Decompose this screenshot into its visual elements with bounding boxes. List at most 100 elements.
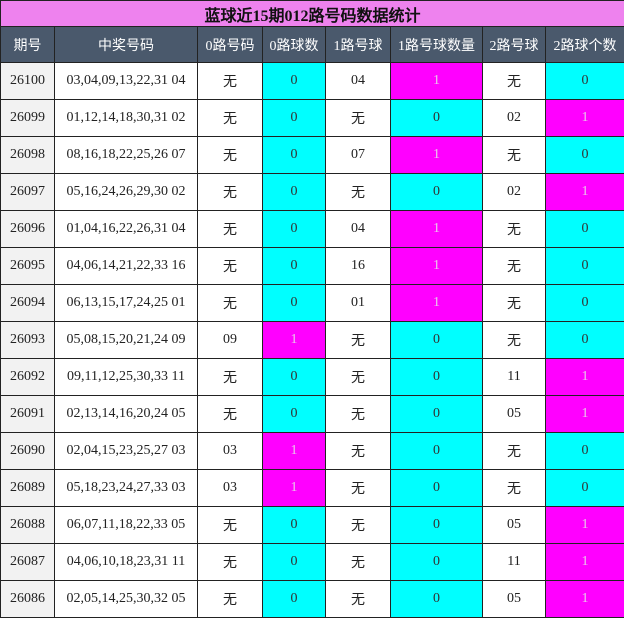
- table-cell: 05: [483, 396, 546, 433]
- table-cell: 1: [391, 63, 483, 100]
- table-cell: 0: [546, 63, 624, 100]
- table-cell: 0: [263, 100, 326, 137]
- table-cell: 26094: [1, 285, 55, 322]
- table-cell: 0: [391, 174, 483, 211]
- table-cell: 无: [326, 470, 391, 507]
- table-cell: 1: [546, 544, 624, 581]
- table-cell: 0: [263, 507, 326, 544]
- table-cell: 无: [483, 63, 546, 100]
- header-cell: 期号: [1, 27, 55, 63]
- title-row: 蓝球近15期012路号码数据统计: [1, 1, 624, 27]
- table-cell: 26096: [1, 211, 55, 248]
- table-cell: 无: [198, 359, 263, 396]
- table-cell: 无: [483, 248, 546, 285]
- table-cell: 01,12,14,18,30,31 02: [55, 100, 198, 137]
- table-cell: 无: [198, 63, 263, 100]
- table-cell: 0: [391, 470, 483, 507]
- table-cell: 无: [198, 285, 263, 322]
- table-cell: 04,06,10,18,23,31 11: [55, 544, 198, 581]
- table-cell: 04,06,14,21,22,33 16: [55, 248, 198, 285]
- table-cell: 无: [198, 248, 263, 285]
- table-cell: 无: [326, 581, 391, 618]
- header-cell: 2路球个数: [546, 27, 624, 63]
- table-cell: 无: [198, 137, 263, 174]
- table-cell: 26089: [1, 470, 55, 507]
- table-cell: 1: [546, 100, 624, 137]
- table-cell: 1: [391, 285, 483, 322]
- table-cell: 26088: [1, 507, 55, 544]
- table-cell: 0: [391, 396, 483, 433]
- table-cell: 无: [483, 470, 546, 507]
- table-cell: 05,08,15,20,21,24 09: [55, 322, 198, 359]
- table-cell: 06,07,11,18,22,33 05: [55, 507, 198, 544]
- table-cell: 无: [198, 100, 263, 137]
- table-cell: 26093: [1, 322, 55, 359]
- table-title: 蓝球近15期012路号码数据统计: [1, 1, 624, 27]
- table-cell: 11: [483, 359, 546, 396]
- table-cell: 无: [198, 211, 263, 248]
- table-cell: 26086: [1, 581, 55, 618]
- table-cell: 26092: [1, 359, 55, 396]
- table-cell: 1: [546, 359, 624, 396]
- table-cell: 无: [326, 100, 391, 137]
- table-cell: 无: [483, 285, 546, 322]
- table-cell: 05,16,24,26,29,30 02: [55, 174, 198, 211]
- header-cell: 2路号球: [483, 27, 546, 63]
- table-cell: 0: [391, 100, 483, 137]
- table-cell: 16: [326, 248, 391, 285]
- table-cell: 无: [326, 174, 391, 211]
- table-cell: 0: [263, 174, 326, 211]
- table-cell: 无: [326, 507, 391, 544]
- table-cell: 26087: [1, 544, 55, 581]
- table-cell: 无: [483, 322, 546, 359]
- table-cell: 无: [483, 433, 546, 470]
- table-cell: 0: [263, 285, 326, 322]
- table-cell: 0: [546, 211, 624, 248]
- table-cell: 0: [263, 248, 326, 285]
- table-cell: 0: [263, 544, 326, 581]
- table-cell: 05,18,23,24,27,33 03: [55, 470, 198, 507]
- table-cell: 26091: [1, 396, 55, 433]
- table-cell: 0: [546, 322, 624, 359]
- table-cell: 无: [483, 137, 546, 174]
- table-cell: 02,05,14,25,30,32 05: [55, 581, 198, 618]
- table-cell: 02: [483, 174, 546, 211]
- table-cell: 0: [546, 433, 624, 470]
- table-cell: 26099: [1, 100, 55, 137]
- table-cell: 无: [326, 359, 391, 396]
- header-cell: 中奖号码: [55, 27, 198, 63]
- table-cell: 0: [391, 544, 483, 581]
- table-cell: 03: [198, 470, 263, 507]
- table-cell: 04: [326, 211, 391, 248]
- table-cell: 08,16,18,22,25,26 07: [55, 137, 198, 174]
- table-cell: 无: [326, 396, 391, 433]
- table-cell: 0: [263, 63, 326, 100]
- table-cell: 0: [546, 470, 624, 507]
- table-cell: 0: [391, 507, 483, 544]
- table-cell: 26095: [1, 248, 55, 285]
- table-cell: 06,13,15,17,24,25 01: [55, 285, 198, 322]
- table-cell: 0: [391, 322, 483, 359]
- table-cell: 无: [198, 174, 263, 211]
- table-cell: 0: [546, 137, 624, 174]
- table-cell: 0: [263, 211, 326, 248]
- table-cell: 26097: [1, 174, 55, 211]
- table-cell: 26100: [1, 63, 55, 100]
- table-cell: 1: [546, 581, 624, 618]
- table-cell: 1: [263, 433, 326, 470]
- table-cell: 03: [198, 433, 263, 470]
